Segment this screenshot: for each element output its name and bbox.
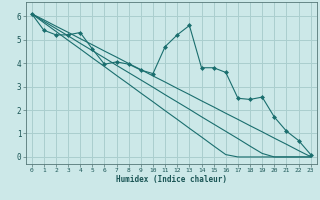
X-axis label: Humidex (Indice chaleur): Humidex (Indice chaleur) bbox=[116, 175, 227, 184]
